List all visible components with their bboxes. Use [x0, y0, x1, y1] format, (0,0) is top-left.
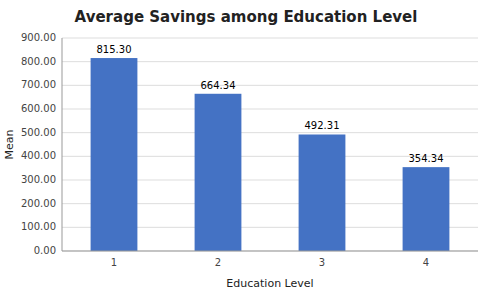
data-labels: 815.30 664.34 492.31 354.34 [97, 44, 444, 164]
chart-svg: 0.00 100.00 200.00 300.00 400.00 500.00 600.00… [0, 0, 492, 297]
y-tick-label: 800.00 [21, 56, 56, 67]
y-axis-label: Mean [3, 129, 16, 159]
data-label: 492.31 [305, 120, 340, 131]
data-label: 815.30 [97, 44, 132, 55]
y-tick-label: 100.00 [21, 221, 56, 232]
y-axis-line [62, 38, 63, 251]
data-label: 354.34 [409, 153, 444, 164]
background [0, 0, 492, 297]
y-tick-label: 900.00 [21, 32, 56, 43]
x-tick-label: 4 [423, 257, 429, 268]
x-tick-label: 1 [111, 257, 117, 268]
y-tick-label: 400.00 [21, 150, 56, 161]
chart-container: 0.00 100.00 200.00 300.00 400.00 500.00 600.00… [0, 0, 492, 297]
y-tick-label: 300.00 [21, 174, 56, 185]
y-tick-labels: 0.00 100.00 200.00 300.00 400.00 500.00 600.00… [21, 32, 56, 256]
bar [195, 94, 242, 251]
bars [91, 58, 450, 251]
title: Average Savings among Education Level [75, 8, 418, 26]
bar [91, 58, 138, 251]
x-axis-label: Education Level [226, 277, 313, 290]
bar [299, 134, 346, 251]
x-tick-labels: 1 2 3 4 [111, 257, 429, 268]
y-grid [62, 38, 478, 251]
y-tick-label: 500.00 [21, 127, 56, 138]
y-tick-label: 200.00 [21, 198, 56, 209]
y-tick-label: 0.00 [34, 245, 56, 256]
data-label: 664.34 [201, 80, 236, 91]
x-tick-label: 2 [215, 257, 221, 268]
grid-line [62, 38, 478, 39]
x-tick-label: 3 [319, 257, 325, 268]
y-tick-label: 700.00 [21, 79, 56, 90]
bar [403, 167, 450, 251]
x-axis-line [62, 251, 478, 252]
y-tick-label: 600.00 [21, 103, 56, 114]
grid-line [62, 251, 478, 252]
